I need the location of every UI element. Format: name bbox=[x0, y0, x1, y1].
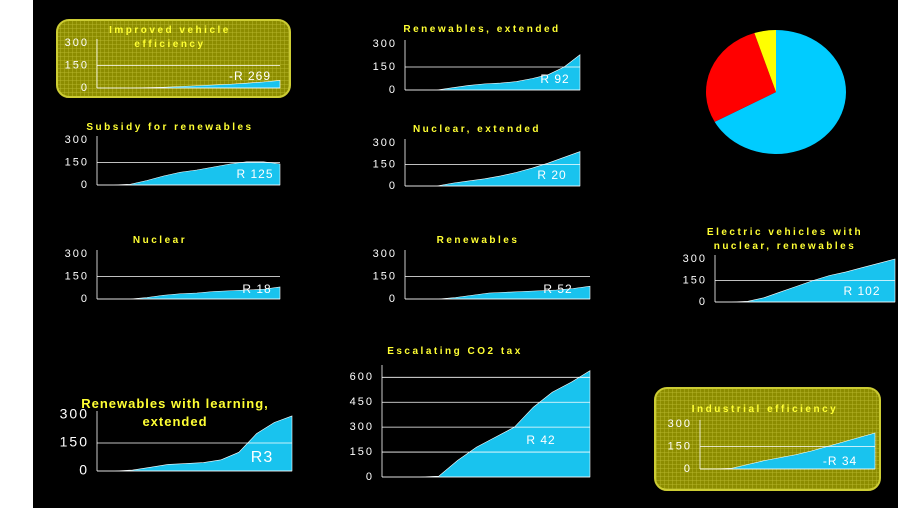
highlight-panel bbox=[56, 19, 291, 98]
y-tick-label: 0 bbox=[81, 179, 89, 191]
chart-title: Escalating CO2 tax bbox=[387, 346, 523, 357]
annotation: R 102 bbox=[843, 284, 880, 298]
y-tick-label: 0 bbox=[81, 293, 89, 305]
pie-slice bbox=[754, 30, 776, 92]
y-tick-label: 0 bbox=[389, 84, 397, 96]
y-tick-label: 150 bbox=[373, 61, 397, 73]
pie-slice bbox=[714, 30, 846, 155]
y-tick-label: 0 bbox=[389, 293, 397, 305]
y-tick-label: 0 bbox=[684, 463, 692, 475]
annotation: -R 34 bbox=[823, 454, 857, 468]
area bbox=[715, 258, 896, 303]
annotation: -R 269 bbox=[229, 69, 271, 83]
y-tick-label: 0 bbox=[389, 180, 397, 192]
area bbox=[405, 151, 581, 187]
y-tick-label: 300 bbox=[65, 37, 89, 49]
y-tick-label: 300 bbox=[65, 134, 89, 146]
y-tick-label: 0 bbox=[79, 462, 89, 478]
title-box: Industrial efficiency bbox=[691, 404, 839, 415]
area bbox=[700, 432, 876, 470]
chart-title: Electric vehicles with nuclear, renewabl… bbox=[706, 227, 864, 252]
area bbox=[97, 415, 293, 472]
y-tick-label: 0 bbox=[699, 296, 707, 308]
annotation: R 20 bbox=[537, 168, 566, 182]
y-tick-label: 150 bbox=[65, 156, 89, 168]
y-tick-label: 150 bbox=[65, 270, 89, 282]
y-tick-label: 450 bbox=[350, 396, 374, 408]
chart-title: Subsidy for renewables bbox=[86, 122, 254, 133]
title-box: Subsidy for renewables bbox=[86, 122, 254, 133]
chart-title: Renewables bbox=[436, 235, 520, 246]
area bbox=[97, 161, 281, 186]
chart-title: Renewables with learning, extended bbox=[81, 396, 269, 429]
chart-title: Nuclear bbox=[132, 235, 188, 246]
chart-title: Improved vehicle efficiency bbox=[109, 25, 231, 50]
y-tick-label: 150 bbox=[373, 270, 397, 282]
y-tick-label: 300 bbox=[373, 137, 397, 149]
y-tick-label: 300 bbox=[350, 421, 374, 433]
chart-title: Nuclear, extended bbox=[412, 124, 542, 135]
title-box: Improved vehicle efficiency bbox=[109, 25, 231, 50]
annotation: R 42 bbox=[526, 433, 555, 447]
annotation: R 92 bbox=[540, 72, 569, 86]
title-box: Nuclear, extended bbox=[412, 124, 542, 135]
y-tick-label: 150 bbox=[65, 59, 89, 71]
y-tick-label: 150 bbox=[60, 434, 89, 450]
y-tick-label: 150 bbox=[668, 440, 692, 452]
pie-slice bbox=[706, 33, 776, 122]
y-tick-label: 300 bbox=[668, 418, 692, 430]
y-tick-label: 300 bbox=[60, 406, 89, 422]
y-tick-label: 600 bbox=[350, 371, 374, 383]
title-box: Renewables, extended bbox=[403, 24, 561, 35]
title-box: Escalating CO2 tax bbox=[387, 346, 523, 357]
y-tick-label: 300 bbox=[373, 248, 397, 260]
title-box: Renewables bbox=[436, 235, 520, 246]
annotation: R 125 bbox=[236, 167, 273, 181]
y-tick-label: 300 bbox=[373, 38, 397, 50]
title-box: Renewables with learning, extended bbox=[81, 396, 269, 429]
annotation: R 52 bbox=[543, 282, 572, 296]
y-tick-label: 150 bbox=[350, 446, 374, 458]
annotation: R 18 bbox=[242, 282, 271, 296]
title-box: Electric vehicles with nuclear, renewabl… bbox=[706, 227, 864, 252]
y-tick-label: 300 bbox=[683, 253, 707, 265]
y-tick-label: 0 bbox=[81, 82, 89, 94]
chart-title: Industrial efficiency bbox=[691, 404, 839, 415]
y-tick-label: 150 bbox=[683, 274, 707, 286]
y-tick-label: 300 bbox=[65, 248, 89, 260]
title-box: Nuclear bbox=[132, 235, 188, 246]
annotation: R3 bbox=[251, 449, 273, 466]
y-tick-label: 0 bbox=[366, 471, 374, 483]
chart-title: Renewables, extended bbox=[403, 24, 561, 35]
y-tick-label: 150 bbox=[373, 158, 397, 170]
